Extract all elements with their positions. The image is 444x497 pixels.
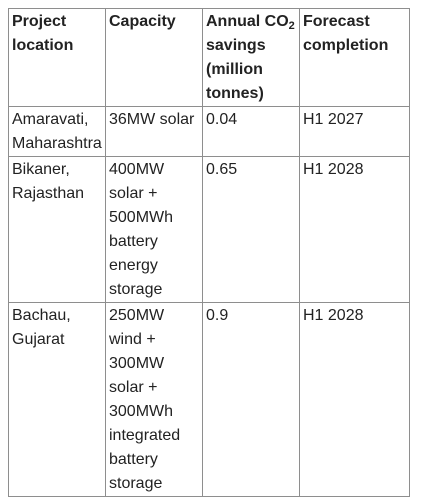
cell-savings: 0.9 — [202, 302, 300, 497]
cell-location: Amaravati, Maharashtra — [8, 106, 106, 157]
header-co2-prefix: Annual CO — [206, 13, 289, 30]
table-row: Amaravati, Maharashtra 36MW solar 0.04 H… — [8, 106, 410, 157]
header-location: Project location — [8, 8, 106, 107]
table-row: Bachau, Gujarat 250MW wind + 300MW solar… — [8, 302, 410, 497]
cell-capacity: 36MW solar — [105, 106, 203, 157]
header-co2-suffix: savings (million tonnes) — [206, 37, 266, 102]
cell-capacity: 250MW wind + 300MW solar + 300MWh integr… — [105, 302, 203, 497]
header-row: Project location Capacity Annual CO2 sav… — [8, 8, 410, 107]
cell-capacity: 400MW solar + 500MWh battery energy stor… — [105, 156, 203, 303]
cell-completion: H1 2027 — [299, 106, 410, 157]
header-co2-savings: Annual CO2 savings (million tonnes) — [202, 8, 300, 107]
header-capacity: Capacity — [105, 8, 203, 107]
cell-completion: H1 2028 — [299, 302, 410, 497]
projects-table: Project location Capacity Annual CO2 sav… — [8, 8, 410, 497]
cell-location: Bikaner, Rajasthan — [8, 156, 106, 303]
cell-location: Bachau, Gujarat — [8, 302, 106, 497]
header-co2-subscript: 2 — [288, 20, 295, 32]
header-completion: Forecast completion — [299, 8, 410, 107]
cell-savings: 0.04 — [202, 106, 300, 157]
cell-completion: H1 2028 — [299, 156, 410, 303]
table-row: Bikaner, Rajasthan 400MW solar + 500MWh … — [8, 156, 410, 303]
cell-savings: 0.65 — [202, 156, 300, 303]
